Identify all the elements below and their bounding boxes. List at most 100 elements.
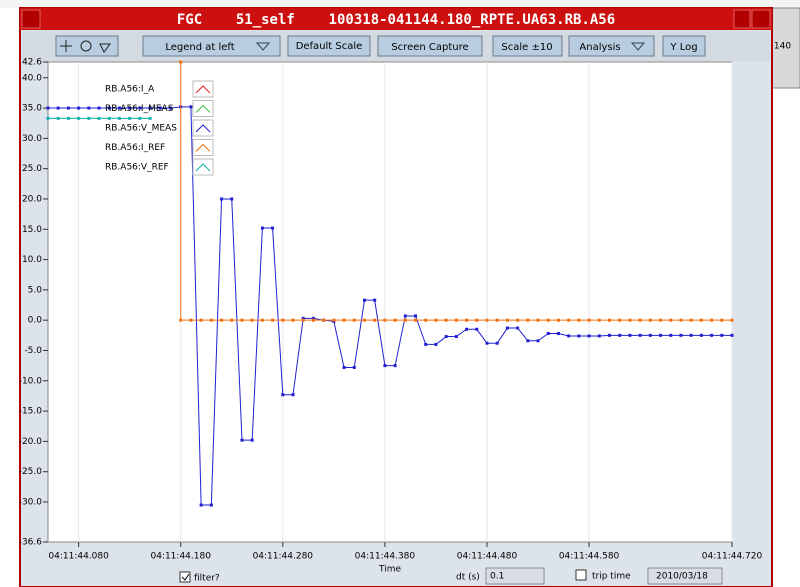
data-point	[230, 318, 234, 322]
data-point	[148, 116, 152, 120]
zoom-tools[interactable]	[55, 35, 119, 57]
data-point	[291, 393, 295, 397]
data-point	[618, 333, 622, 337]
legend-button[interactable]	[142, 35, 281, 57]
data-point	[444, 318, 448, 322]
legend-swatch	[192, 119, 214, 137]
data-point	[720, 318, 724, 322]
check-mark	[181, 573, 190, 581]
data-point	[138, 106, 142, 110]
data-point	[526, 339, 530, 343]
scale-button[interactable]	[492, 35, 563, 57]
plot-area	[47, 61, 733, 543]
data-point	[311, 316, 315, 320]
legend-label: RB.A56:I_MEAS	[105, 104, 174, 114]
date: 2010/03/18	[656, 572, 708, 582]
x-tick-label: 04:11:44.380	[355, 552, 416, 562]
data-point	[46, 116, 50, 120]
data-point	[362, 318, 366, 322]
y-tick-label: -5.0	[24, 346, 42, 356]
data-point	[485, 341, 489, 345]
data-point	[271, 318, 275, 322]
data-point	[342, 318, 346, 322]
analysis-label: Analysis	[579, 42, 620, 53]
filter-checkbox[interactable]	[179, 571, 191, 583]
x-tick-label: 04:11:44.720	[702, 552, 763, 562]
dropdown-arrow	[630, 42, 646, 51]
analysis-button[interactable]	[568, 35, 655, 57]
trip-time-label: trip time	[592, 572, 631, 582]
data-point	[679, 318, 683, 322]
data-point	[495, 341, 499, 345]
data-point	[189, 105, 193, 109]
data-point	[454, 335, 458, 339]
legend-label: RB.A56:I_A	[105, 85, 155, 95]
data-point	[424, 318, 428, 322]
plot: 42.6 40.0 35.0 30.0 25.0 20.0 15.0 10.0 5.0 0.0 -5…	[19, 58, 763, 562]
data-point	[689, 333, 693, 337]
data-point	[322, 318, 326, 322]
dt-input[interactable]	[485, 567, 545, 585]
data-point	[556, 332, 560, 336]
data-point	[465, 327, 469, 331]
screen-capture-button[interactable]	[377, 35, 483, 57]
data-point	[332, 318, 336, 322]
data-point	[638, 318, 642, 322]
series-line	[180, 62, 732, 321]
data-point	[107, 106, 111, 110]
data-point	[158, 106, 162, 110]
data-point	[628, 333, 632, 337]
data-point	[271, 226, 275, 230]
data-point	[373, 298, 377, 302]
y-tick-label: 42.6	[22, 58, 42, 68]
data-point	[577, 318, 581, 322]
ylog-button[interactable]	[662, 35, 706, 57]
default-scale-label: Default Scale	[296, 41, 363, 52]
dt-value: 0.1	[490, 572, 504, 582]
data-point	[424, 342, 428, 346]
data-point	[301, 318, 305, 322]
tool-icons	[60, 40, 111, 53]
data-point	[516, 318, 520, 322]
data-point	[250, 438, 254, 442]
default-scale-button[interactable]	[287, 35, 371, 57]
y-tick-label: -10.0	[19, 376, 43, 386]
data-point	[475, 318, 479, 322]
data-point	[618, 318, 622, 322]
data-point	[352, 318, 356, 322]
window-menu[interactable]	[21, 9, 41, 29]
data-point	[66, 116, 70, 120]
data-point	[311, 318, 315, 322]
data-point	[230, 197, 234, 201]
legend-swatch	[192, 80, 214, 98]
date-field	[647, 567, 723, 585]
data-point	[220, 318, 224, 322]
data-point	[46, 106, 50, 110]
data-point	[138, 116, 142, 120]
trip-time-checkbox[interactable]	[575, 569, 587, 581]
back-window-text: .140	[771, 42, 791, 52]
data-point	[66, 106, 70, 110]
minimize[interactable]	[733, 9, 751, 29]
data-point	[587, 334, 591, 338]
data-point	[434, 318, 438, 322]
y-tick-label: 15.0	[22, 225, 42, 235]
data-point	[475, 327, 479, 331]
legend-swatch	[192, 158, 214, 176]
data-point	[373, 318, 377, 322]
dt-label: dt (s)	[456, 573, 480, 583]
data-point	[607, 318, 611, 322]
window-title: FGC 51_self 100318-041144.180_RPTE.UA63.…	[177, 12, 615, 28]
scale-label: Scale ±10	[501, 42, 552, 53]
maximize[interactable]	[751, 9, 771, 29]
data-point	[567, 334, 571, 338]
data-point	[220, 197, 224, 201]
title-bar	[20, 8, 772, 30]
data-point	[403, 314, 407, 318]
y-tick-label: 40.0	[22, 73, 42, 83]
data-point	[710, 333, 714, 337]
data-point	[505, 318, 509, 322]
data-point	[260, 226, 264, 230]
data-point	[730, 318, 734, 322]
data-point	[362, 298, 366, 302]
